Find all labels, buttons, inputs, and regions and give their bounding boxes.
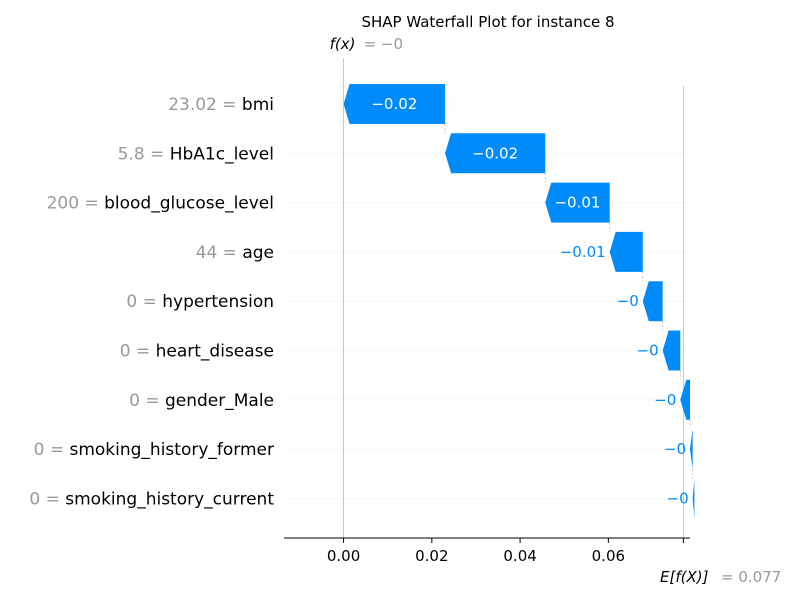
feature-name: age [242, 243, 274, 263]
ex-label: E[f(X)] [660, 568, 709, 586]
x-tick-label: 0.04 [503, 547, 536, 565]
feature-label: 0 = heart_disease [120, 342, 274, 362]
bar-value-label: −0 [654, 391, 676, 409]
feature-name: blood_glucose_level [104, 194, 274, 214]
feature-label: 0 = hypertension [126, 292, 274, 312]
waterfall-bar [545, 182, 610, 223]
bar-value-label: −0 [617, 292, 639, 310]
fx-annotation: f(x) = −0 [330, 35, 403, 53]
x-tick-label: 0.02 [415, 547, 448, 565]
x-tick-label: 0.06 [592, 547, 625, 565]
reference-lines [343, 58, 694, 538]
feature-value: 0 = [129, 391, 165, 411]
fx-value: = −0 [364, 35, 403, 53]
waterfall-bar [445, 133, 546, 174]
fx-label: f(x) [330, 35, 356, 53]
bar-value-label: −0 [664, 440, 686, 458]
feature-name: gender_Male [165, 391, 274, 411]
waterfall-bar [680, 379, 690, 420]
waterfall-bar [642, 281, 663, 322]
feature-label: 0 = gender_Male [129, 391, 274, 411]
feature-value: 0 = [120, 342, 156, 362]
bar-value-label: −0.02 [371, 95, 417, 113]
feature-name: HbA1c_level [170, 144, 274, 164]
feature-label: 0 = smoking_history_current [29, 489, 274, 509]
x-tick-label: 0.00 [327, 547, 360, 565]
bar-value-label: −0.02 [472, 144, 518, 162]
waterfall-bar [690, 429, 693, 470]
waterfall-bars [343, 84, 695, 519]
feature-value: 5.8 = [118, 144, 170, 164]
feature-value: 0 = [34, 440, 70, 460]
ex-value: = 0.077 [721, 568, 781, 586]
bar-value-label: −0.01 [554, 194, 600, 212]
ex-annotation: E[f(X)] = 0.077 [660, 568, 781, 586]
waterfall-bar [609, 231, 643, 272]
feature-value: 200 = [47, 194, 105, 214]
feature-name: hypertension [162, 292, 274, 312]
bar-value-label: −0 [637, 342, 659, 360]
waterfall-bar [692, 478, 695, 519]
feature-label: 44 = age [196, 243, 274, 263]
feature-label: 5.8 = HbA1c_level [118, 144, 274, 164]
feature-value: 0 = [126, 292, 162, 312]
waterfall-bar [343, 84, 446, 124]
feature-labels: 23.02 = bmi −0.02 5.8 = HbA1c_level −0.02 20… [29, 95, 688, 509]
feature-value: 0 = [29, 489, 65, 509]
feature-value: 44 = [196, 243, 243, 263]
feature-label: 200 = blood_glucose_level [47, 194, 274, 214]
feature-name: heart_disease [156, 342, 274, 362]
feature-label: 23.02 = bmi [168, 95, 274, 115]
waterfall-bar [662, 330, 681, 371]
bar-value-label: −0 [667, 489, 689, 507]
feature-name: bmi [242, 95, 274, 115]
x-axis: 0.00 0.02 0.04 0.06 [284, 537, 690, 565]
feature-name: smoking_history_former [69, 440, 274, 460]
chart-title: SHAP Waterfall Plot for instance 8 [361, 13, 614, 31]
feature-name: smoking_history_current [65, 489, 274, 509]
feature-value: 23.02 = [168, 95, 242, 115]
bar-value-label: −0.01 [560, 243, 606, 261]
feature-label: 0 = smoking_history_former [34, 440, 274, 460]
